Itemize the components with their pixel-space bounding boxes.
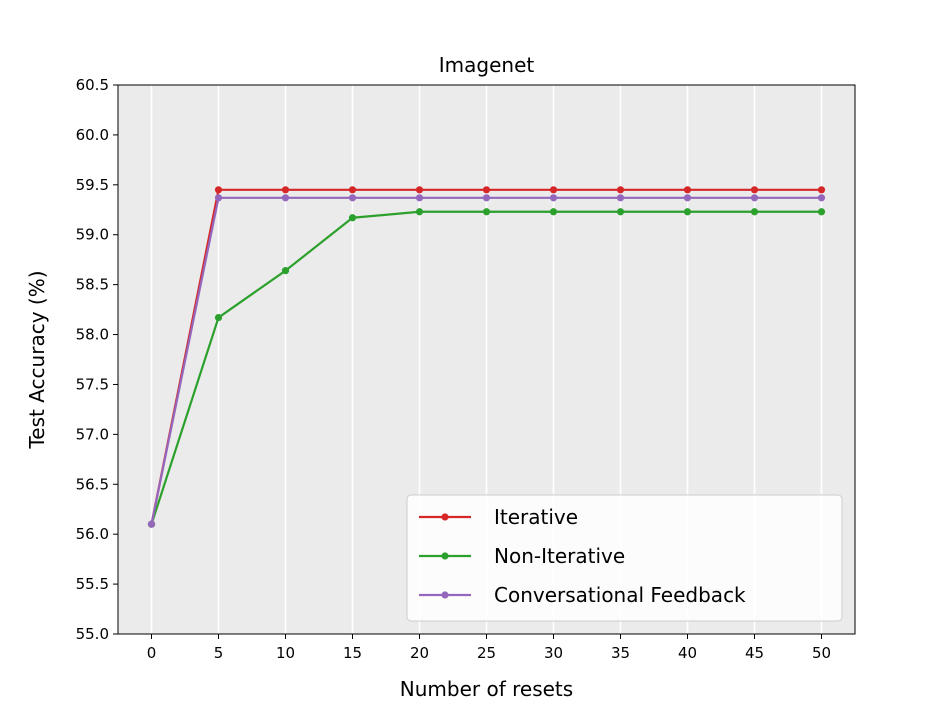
- data-point: [750, 194, 759, 202]
- data-point: [281, 267, 290, 275]
- x-tick-label: 5: [214, 644, 224, 662]
- data-point: [683, 194, 692, 202]
- y-tick-label: 57.5: [76, 375, 109, 393]
- legend-label: Non-Iterative: [494, 544, 625, 568]
- data-point: [214, 186, 223, 194]
- data-point: [616, 186, 625, 194]
- legend-label: Conversational Feedback: [494, 583, 746, 607]
- data-point: [482, 186, 491, 194]
- x-tick-label: 50: [812, 644, 831, 662]
- y-tick-label: 55.0: [76, 625, 109, 643]
- data-point: [817, 208, 826, 216]
- data-point: [683, 186, 692, 194]
- data-point: [616, 208, 625, 216]
- data-point: [616, 194, 625, 202]
- data-point: [415, 194, 424, 202]
- x-tick-label: 0: [147, 644, 157, 662]
- y-tick-label: 60.5: [76, 76, 109, 94]
- data-point: [415, 186, 424, 194]
- x-axis-label: Number of resets: [400, 677, 573, 701]
- data-point: [348, 186, 357, 194]
- x-axis: 0 5 10 15 20 25 30 35 40 45 50: [147, 634, 831, 662]
- x-tick-label: 45: [745, 644, 764, 662]
- x-tick-label: 15: [343, 644, 362, 662]
- y-tick-label: 55.5: [76, 575, 109, 593]
- series-iterative: [147, 186, 826, 528]
- legend-item: Non-Iterative: [419, 544, 625, 568]
- data-point: [549, 194, 558, 202]
- data-point: [214, 313, 223, 322]
- data-point: [482, 208, 491, 216]
- y-tick-label: 59.0: [76, 226, 109, 244]
- y-tick-label: 58.0: [76, 326, 109, 344]
- legend-label: Iterative: [494, 505, 578, 529]
- y-tick-label: 59.5: [76, 176, 109, 194]
- data-point: [214, 194, 223, 202]
- x-tick-label: 35: [611, 644, 630, 662]
- data-point: [281, 194, 290, 202]
- data-point: [482, 194, 491, 202]
- data-point: [817, 186, 826, 194]
- y-tick-label: 60.0: [76, 126, 109, 144]
- x-tick-label: 25: [477, 644, 496, 662]
- data-point: [415, 208, 424, 216]
- data-point: [750, 208, 759, 216]
- y-tick-label: 56.5: [76, 475, 109, 493]
- x-tick-label: 10: [276, 644, 295, 662]
- series-layer: [147, 186, 826, 528]
- data-point: [348, 214, 357, 222]
- data-point: [147, 520, 156, 528]
- x-tick-label: 30: [544, 644, 563, 662]
- legend-item: Iterative: [419, 505, 578, 529]
- data-point: [750, 186, 759, 194]
- series-non-iterative: [147, 208, 826, 528]
- y-tick-label: 57.0: [76, 425, 109, 443]
- data-point: [817, 194, 826, 202]
- data-point: [281, 186, 290, 194]
- x-tick-label: 20: [410, 644, 429, 662]
- data-point: [549, 208, 558, 216]
- legend-swatch-marker: [441, 552, 449, 560]
- legend-box: [406, 494, 843, 622]
- legend-swatch-marker: [441, 513, 449, 521]
- y-tick-label: 58.5: [76, 276, 109, 294]
- y-tick-label: 56.0: [76, 525, 109, 543]
- data-point: [683, 208, 692, 216]
- x-tick-label: 40: [678, 644, 697, 662]
- y-axis-label: Test Accuracy (%): [25, 270, 49, 449]
- data-point: [348, 194, 357, 202]
- legend: Iterative Non-Iterative Conversational Fee…: [406, 494, 843, 622]
- data-point: [549, 186, 558, 194]
- legend-item: Conversational Feedback: [419, 583, 746, 607]
- series-conversational-feedback: [147, 194, 826, 528]
- chart-title: Imagenet: [439, 53, 535, 77]
- y-axis: 55.0 55.5 56.0 56.5 57.0 57.5 58.0 58.5 59.0 59.5…: [76, 76, 118, 643]
- legend-swatch-marker: [441, 591, 449, 599]
